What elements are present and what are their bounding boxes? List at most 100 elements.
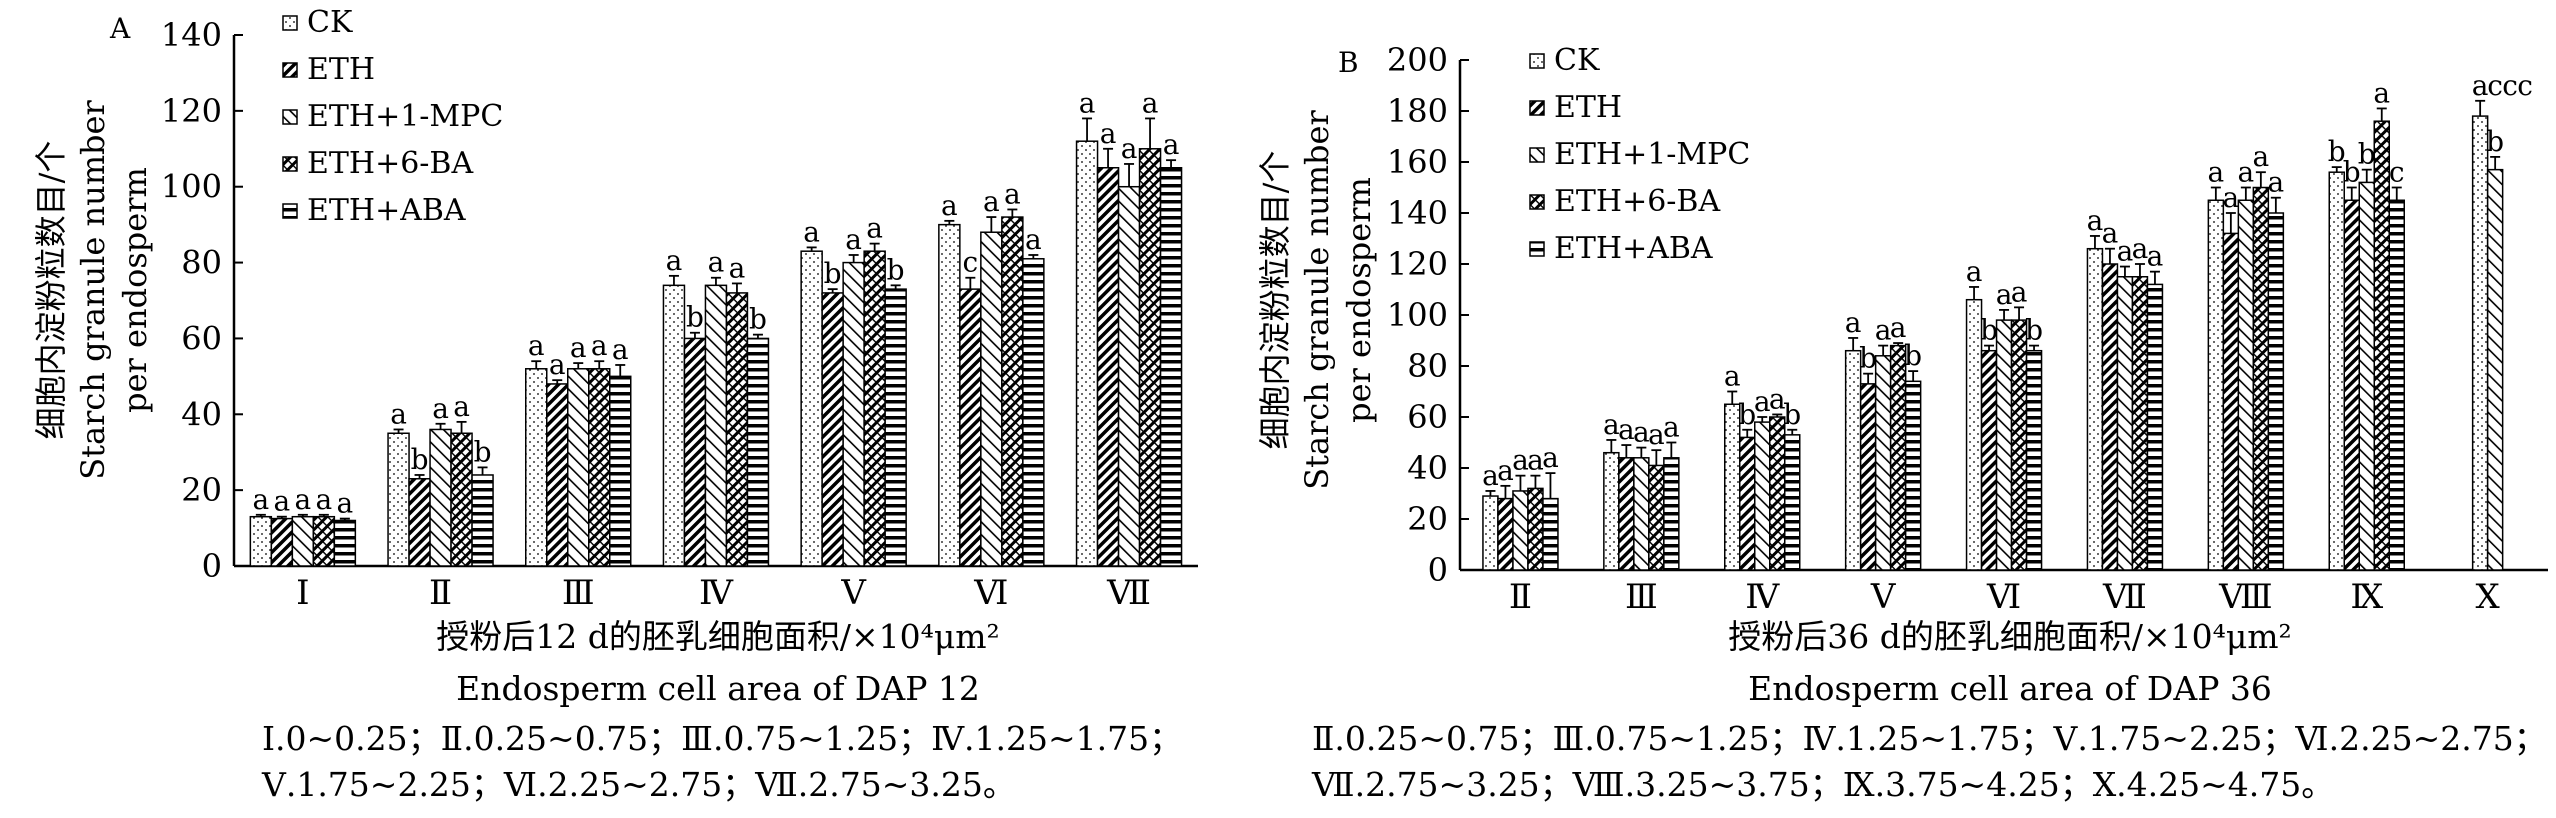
significance-letter: a: [1648, 418, 1665, 451]
bar: [1117, 185, 1141, 567]
bar: [1482, 495, 1499, 571]
legend-label: ETH: [1554, 90, 1622, 125]
legend-swatch: [282, 62, 298, 78]
bar: [1096, 167, 1120, 567]
x-tick-label: Ⅵ: [1986, 577, 2021, 617]
significance-letter: a: [1875, 314, 1892, 347]
bar: [1497, 497, 1514, 571]
significance-letter: a: [2147, 240, 2164, 273]
significance-letter: b: [2358, 138, 2376, 171]
significance-letter: a: [2252, 140, 2269, 173]
legend-label: ETH: [307, 52, 375, 87]
significance-letter: a: [666, 244, 683, 277]
legend-label: ETH+6-BA: [1554, 184, 1720, 219]
significance-letter: a: [2087, 204, 2104, 237]
legend-swatch: [1529, 194, 1545, 210]
bar: [725, 292, 749, 567]
ylabel-en-2: per endosperm: [1340, 177, 1378, 423]
legend-swatch: [1529, 147, 1545, 163]
significance-letter: a: [803, 215, 820, 248]
significance-letter: a: [252, 483, 269, 516]
bar: [704, 284, 728, 567]
significance-letter: a: [453, 390, 470, 423]
significance-letter: a: [591, 329, 608, 362]
bar: [1754, 421, 1771, 571]
significance-letter: b: [824, 257, 842, 290]
significance-letter: a: [2132, 232, 2149, 265]
y-tick-label: 200: [1387, 41, 1448, 79]
significance-letter: a: [528, 329, 545, 362]
significance-letter: a: [1527, 444, 1544, 477]
bar: [1512, 490, 1529, 571]
significance-letter: a: [570, 331, 587, 364]
significance-letter: a: [2117, 235, 2134, 268]
y-axis-title: 细胞内淀粉粒数目/个 Starch granule number per end…: [32, 100, 154, 480]
significance-letter: a: [1996, 278, 2013, 311]
bar: [2358, 181, 2375, 571]
significance-letter: b: [1904, 339, 1922, 372]
bar: [1603, 451, 1620, 571]
bar: [1159, 167, 1183, 567]
significance-letter: a: [612, 333, 629, 366]
significance-letter: a: [1163, 128, 1180, 161]
x-tick-label: Ⅱ: [429, 573, 452, 613]
xlabel-cn: 授粉后36 d的胚乳细胞面积/×10⁴μm²: [1728, 617, 2292, 656]
legend-label: ETH+ABA: [307, 193, 466, 228]
x-tick-label: Ⅳ: [699, 573, 734, 613]
legend-label: ETH+1-MPC: [1554, 137, 1750, 172]
bar: [1618, 457, 1635, 571]
bar: [1769, 416, 1786, 571]
legend-swatch: [1529, 100, 1545, 116]
bar: [2025, 349, 2043, 571]
significance-letter: a: [983, 185, 1000, 218]
xlabel-cn: 授粉后12 d的胚乳细胞面积/×10⁴μm²: [436, 617, 1000, 656]
bar: [1995, 319, 2013, 571]
legend-swatch: [1529, 241, 1545, 257]
significance-letter: b: [2486, 125, 2504, 158]
bar: [2010, 319, 2028, 571]
bar: [1980, 349, 1998, 571]
significance-letter: b: [1738, 398, 1756, 431]
bar: [1844, 349, 1862, 571]
x-tick-label: Ⅸ: [2350, 577, 2383, 617]
significance-letter: a: [1121, 132, 1138, 165]
legend-label: CK: [1554, 43, 1600, 78]
significance-letter: c: [963, 246, 979, 279]
xlabel-en: Endosperm cell area of DAP 36: [1748, 669, 2272, 708]
significance-letter: a: [549, 348, 566, 381]
significance-letter: a: [1754, 385, 1771, 418]
significance-letter: a: [390, 397, 407, 430]
x-tick-label: Ⅹ: [2476, 577, 2501, 617]
significance-letter: a: [2267, 166, 2284, 199]
bar: [471, 474, 494, 567]
bar: [2343, 199, 2360, 571]
x-tick-label: Ⅴ: [1870, 577, 1897, 617]
bar: [863, 250, 886, 567]
bar: [2146, 283, 2164, 571]
legend-label: ETH+6-BA: [307, 146, 473, 181]
significance-letter: b: [1859, 342, 1877, 375]
bar: [249, 515, 273, 567]
bar: [2388, 199, 2405, 571]
bar: [387, 432, 410, 567]
significance-letter: a: [336, 487, 353, 520]
ylabel-en-1: Starch granule number: [1298, 110, 1336, 490]
significance-letter: a: [1845, 306, 1862, 339]
bar: [959, 288, 982, 567]
significance-letter: b: [749, 303, 767, 336]
bar: [546, 383, 569, 567]
y-tick-label: 100: [1387, 296, 1448, 334]
bar: [1527, 487, 1544, 571]
y-tick-label: 120: [1387, 245, 1448, 283]
significance-letter: a: [1100, 117, 1117, 150]
ylabel-cn: 细胞内淀粉粒数目/个: [1256, 151, 1294, 450]
x-tick-label: Ⅱ: [1509, 577, 1532, 617]
note-line-1: Ⅰ.0~0.25；Ⅱ.0.25~0.75；Ⅲ.0.75~1.25；Ⅳ.1.25~…: [262, 719, 1182, 758]
bar: [1739, 436, 1756, 571]
significance-letter: a: [2011, 275, 2028, 308]
bar: [1542, 497, 1559, 571]
bar: [821, 292, 844, 567]
significance-letter: a: [1497, 454, 1514, 487]
significance-letter: b: [474, 435, 492, 468]
